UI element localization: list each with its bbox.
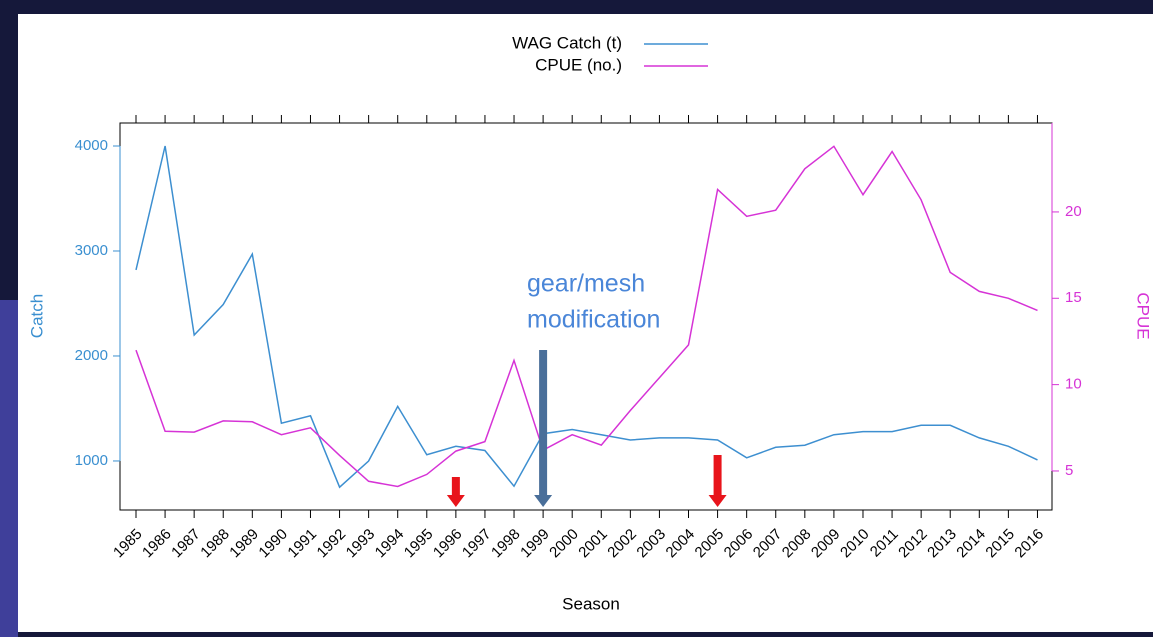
annotation: modification (527, 306, 660, 334)
y2-tick-label: 5 (1065, 462, 1073, 479)
y-tick-label: 3000 (75, 242, 108, 259)
legend-label: WAG Catch (t) (512, 33, 622, 52)
y2-tick-label: 15 (1065, 289, 1082, 306)
x-axis-label: Season (562, 594, 620, 613)
marker-arrow (708, 455, 727, 507)
legend-label: CPUE (no.) (535, 55, 622, 74)
side-stripe (0, 300, 18, 637)
y-tick-label: 2000 (75, 347, 108, 364)
annotation: gear/mesh (527, 270, 645, 298)
y-tick-label: 4000 (75, 137, 108, 154)
y2-tick-label: 20 (1065, 203, 1082, 220)
y-axis-label: Catch (27, 294, 46, 338)
series-line (135, 145, 1038, 488)
chart-panel (18, 14, 1153, 632)
marker-arrow (446, 477, 465, 507)
series-line (135, 145, 1038, 489)
y-tick-label: 1000 (75, 452, 108, 469)
marker-arrow (534, 350, 553, 507)
y2-tick-label: 10 (1065, 376, 1082, 393)
y2-axis-label: CPUE (1134, 292, 1153, 339)
